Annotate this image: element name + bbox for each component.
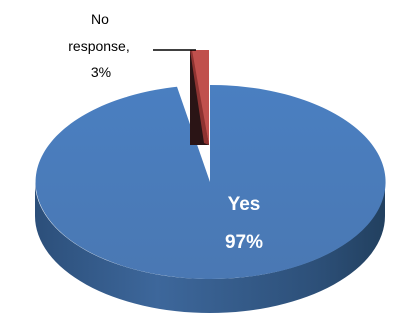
label-no-response-value: 3% (91, 64, 111, 80)
slice-yes (35, 84, 386, 279)
label-yes: Yes (228, 194, 261, 215)
slice-no-response-edge (190, 50, 209, 145)
label-no-response-line1: No (91, 11, 109, 27)
label-no-response-line2: response, (68, 38, 129, 54)
label-yes-value: 97% (225, 232, 263, 253)
pie-side-wall (35, 182, 385, 313)
